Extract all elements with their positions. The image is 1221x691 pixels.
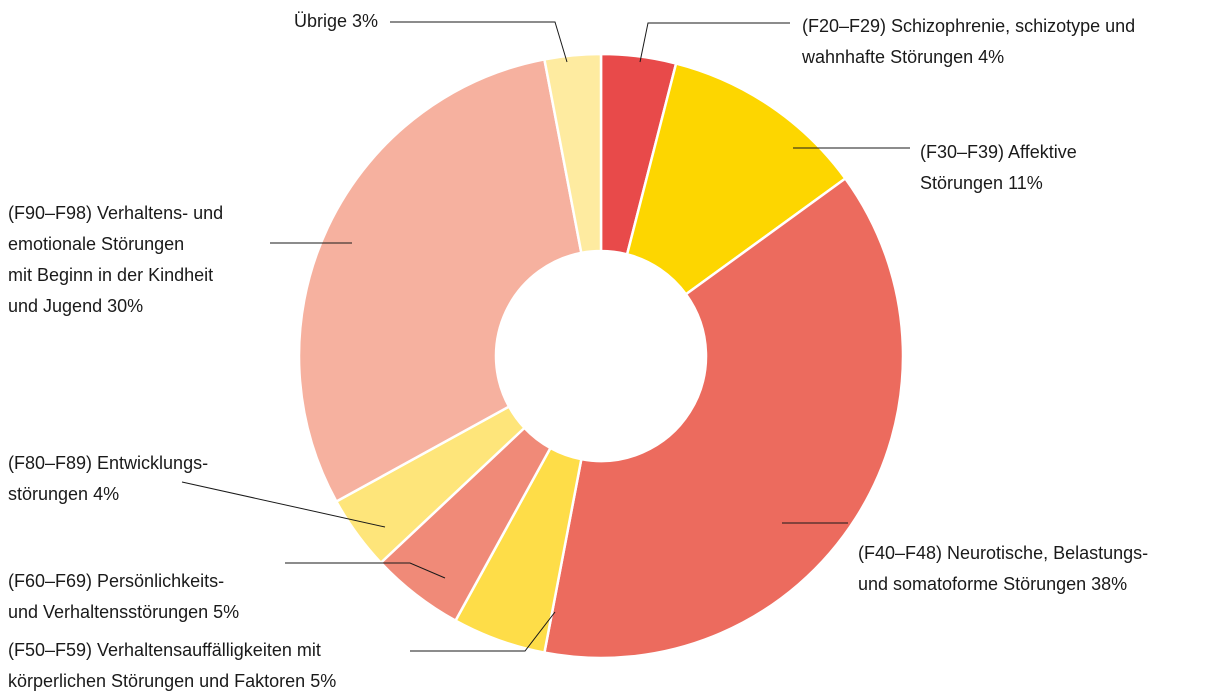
label-line: (F40–F48) Neurotische, Belastungs- <box>858 543 1148 563</box>
value-label: 4% <box>978 47 1004 67</box>
label-line: wahnhafte Störungen <box>801 47 973 67</box>
segment-label: Übrige 3% <box>294 11 378 31</box>
donut-segment <box>625 61 848 297</box>
value-label: 4% <box>93 484 119 504</box>
leader-line <box>390 21 568 63</box>
label-line: und somatoforme Störungen <box>858 574 1086 594</box>
leader-line <box>410 611 556 652</box>
label-line: emotionale Störungen <box>8 234 184 254</box>
segment-label: (F40–F48) Neurotische, Belastungs-und so… <box>858 543 1148 594</box>
label-line: und Jugend <box>8 296 102 316</box>
donut-segment <box>297 57 583 504</box>
value-label: 5% <box>213 602 239 622</box>
segment-label: (F80–F89) Entwicklungs-störungen 4% <box>8 453 208 504</box>
segment-label: (F50–F59) Verhaltensauffälligkeiten mit k… <box>8 640 336 691</box>
label-line: und Verhaltensstörungen <box>8 602 208 622</box>
value-label: 5% <box>310 671 336 691</box>
label-line: körperlichen Störungen und Faktoren <box>8 671 305 691</box>
label-line: (F20–F29) Schizophrenie, schizotype und <box>802 16 1135 36</box>
label-line: Störungen <box>920 173 1003 193</box>
label-line: (F90–F98) Verhaltens- und <box>8 203 223 223</box>
label-line: störungen <box>8 484 88 504</box>
donut-segment <box>542 52 603 255</box>
leader-line <box>639 22 790 63</box>
label-line: (F80–F89) Entwicklungs- <box>8 453 208 473</box>
value-label: 11% <box>1008 173 1043 193</box>
value-label: 38% <box>1091 574 1127 594</box>
leader-line <box>181 481 386 528</box>
label-line: (F30–F39) Affektive <box>920 142 1077 162</box>
segment-label: (F60–F69) Persönlichkeits-und Verhaltens… <box>8 571 239 622</box>
label-line: Übrige <box>294 11 347 31</box>
label-line: (F50–F59) Verhaltensauffälligkeiten mit <box>8 640 321 660</box>
segment-label: (F30–F39) Affektive Störungen 11% <box>920 142 1077 193</box>
leader-line <box>285 562 446 579</box>
value-label: 30% <box>107 296 143 316</box>
donut-segment <box>542 176 905 660</box>
value-label: 3% <box>352 11 378 31</box>
segment-label: (F90–F98) Verhaltens- und emotionale Stör… <box>8 203 223 316</box>
segment-label: (F20–F29) Schizophrenie, schizotype und w… <box>801 16 1135 67</box>
label-line: (F60–F69) Persönlichkeits- <box>8 571 224 591</box>
label-line: mit Beginn in der Kindheit <box>8 265 213 285</box>
